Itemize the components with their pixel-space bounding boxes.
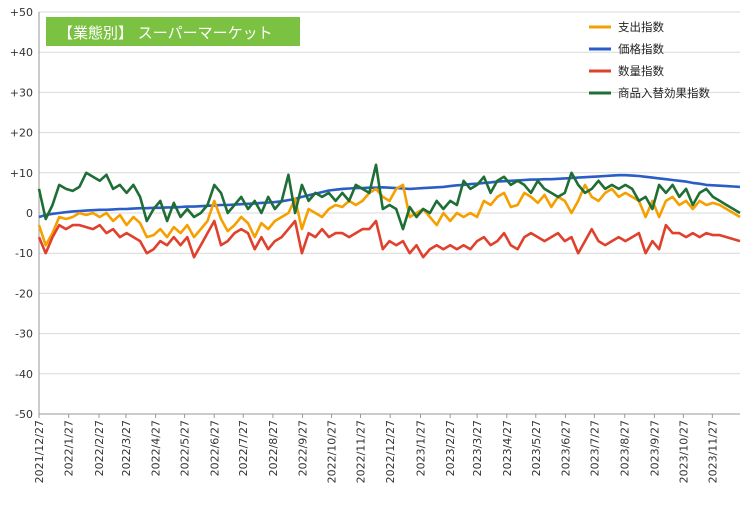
legend-label: 価格指数: [618, 42, 664, 56]
x-tick-label: 2022/9/27: [297, 420, 310, 476]
x-tick-label: 2022/5/27: [179, 420, 192, 476]
x-tick-label: 2022/7/27: [237, 420, 250, 476]
x-tick-label: 2022/6/27: [208, 420, 221, 476]
series-line-3: [37, 163, 741, 231]
x-tick-label: 2023/5/27: [530, 420, 543, 476]
x-tick-label: 2023/2/27: [444, 420, 457, 476]
x-tick-label: 2023/3/27: [471, 420, 484, 476]
series-line-2: [37, 219, 741, 259]
x-tick-label: 2023/11/27: [706, 420, 719, 483]
x-tick-label: 2023/4/27: [501, 420, 514, 476]
x-tick-labels: 2021/12/27 2022/1/27 2022/2/27 2022/3/27 202…: [33, 414, 719, 483]
y-tick-label: 0: [26, 207, 33, 220]
chart-title: 【業態別】 スーパーマーケット: [46, 17, 300, 46]
x-tick-label: 2022/12/27: [384, 420, 397, 483]
y-tick-label: -20: [15, 287, 33, 300]
x-tick-label: 2022/8/27: [267, 420, 280, 476]
x-tick-label: 2022/4/27: [150, 420, 163, 476]
x-tick-label: 2023/1/27: [415, 420, 428, 476]
x-tick-label: 2021/12/27: [33, 420, 46, 483]
y-tick-label: +20: [10, 127, 33, 140]
x-tick-label: 2022/1/27: [63, 420, 76, 476]
series-line-0: [37, 183, 741, 247]
x-tick-label: 2022/10/27: [326, 420, 339, 483]
x-tick-label: 2023/8/27: [619, 420, 632, 476]
x-tick-label: 2022/3/27: [120, 420, 133, 476]
legend-label: 商品入替効果指数: [618, 86, 710, 100]
y-tick-label: +30: [10, 86, 33, 99]
x-tick-label: 2023/6/27: [559, 420, 572, 476]
x-tick-label: 2023/9/27: [648, 420, 661, 476]
y-tick-label: -40: [15, 368, 33, 381]
title-box: [46, 17, 300, 46]
y-tick-label: -50: [15, 408, 33, 421]
y-tick-label: -30: [15, 328, 33, 341]
legend-label: 支出指数: [618, 20, 664, 34]
y-tick-label: +50: [10, 6, 33, 19]
y-tick-label: +40: [10, 46, 33, 59]
title-text: 【業態別】 スーパーマーケット: [58, 24, 273, 42]
y-tick-label: +10: [10, 167, 33, 180]
y-tick-label: -10: [15, 247, 33, 260]
x-tick-label: 2022/2/27: [93, 420, 106, 476]
series-lines: [37, 163, 741, 259]
x-tick-label: 2023/7/27: [588, 420, 601, 476]
legend-label: 数量指数: [618, 64, 664, 78]
x-tick-label: 2022/11/27: [355, 420, 368, 483]
y-tick-labels: +50 +40 +30 +20 +10 0 -10 -20 -30 -40 -50: [10, 6, 33, 421]
gridlines: [39, 11, 740, 375]
x-tick-label: 2023/10/27: [677, 420, 690, 483]
